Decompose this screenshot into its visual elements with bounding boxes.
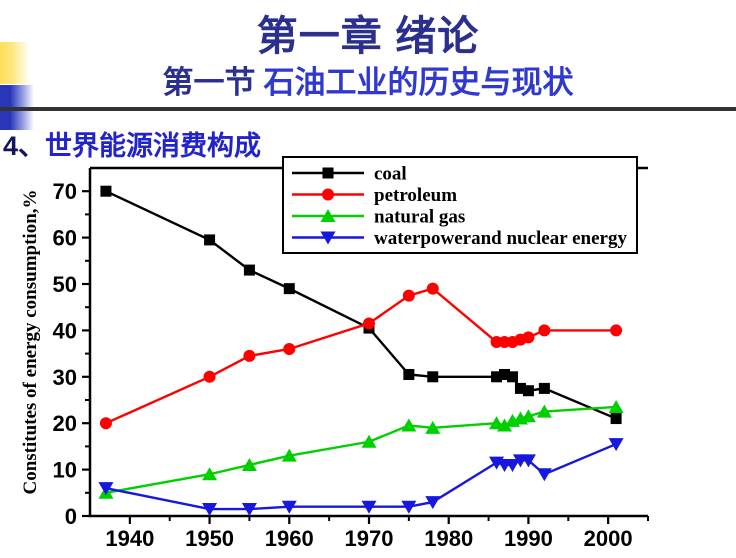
legend-item-coal: coal [292, 164, 407, 185]
slide-subtitle: 第一节 石油工业的历史与现状 [0, 57, 736, 102]
legend-item-waterpowerand-nuclear-energy: waterpowerand nuclear energy [292, 228, 627, 249]
legend-item-petroleum: petroleum [292, 185, 457, 206]
y-tick-label: 60 [53, 226, 77, 251]
legend-label: waterpowerand nuclear energy [374, 228, 627, 249]
x-tick-label: 1940 [105, 526, 154, 551]
x-tick-label: 2000 [584, 526, 633, 551]
y-tick-label: 20 [53, 411, 77, 436]
y-tick-label: 40 [53, 318, 77, 343]
x-tick-label: 1990 [504, 526, 553, 551]
divider-line [0, 107, 736, 111]
x-tick-label: 1970 [345, 526, 394, 551]
y-axis: 0 10 20 30 40 50 60 70 [53, 179, 90, 529]
x-axis: 1940 1950 1960 1970 1980 1990 2000 [105, 516, 649, 551]
energy-consumption-chart: 1940 1950 1960 1970 1980 1990 2000 0 10 20 30 40 50 6… [20, 156, 649, 551]
section-heading-text: 世界能源消费构成 [45, 131, 262, 161]
legend-label: petroleum [374, 185, 457, 206]
subtitle-section-text: 石油工业的历史与现状 [263, 65, 574, 100]
y-tick-label: 70 [53, 179, 77, 204]
series-petroleum [99, 282, 623, 430]
y-tick-label: 50 [53, 272, 77, 297]
section-heading: 4、世界能源消费构成 [3, 124, 261, 163]
series-waterpowerand-nuclear-energy [98, 438, 624, 517]
x-tick-label: 1960 [265, 526, 314, 551]
legend-label: natural gas [374, 207, 465, 228]
subtitle-section-number: 第一节 [162, 65, 256, 100]
y-axis-title: Constitutes of energy consumption,% [20, 189, 41, 494]
decoration-yellow-bar [0, 42, 30, 84]
series-natural-gas [98, 399, 624, 499]
y-tick-label: 30 [53, 365, 77, 390]
x-tick-label: 1950 [185, 526, 234, 551]
slide-title: 第一章 绪论 [256, 13, 480, 59]
legend-item-natural-gas: natural gas [292, 207, 465, 228]
y-tick-label: 10 [53, 458, 77, 483]
legend-label: coal [374, 164, 407, 185]
section-heading-number: 4、 [3, 131, 46, 161]
x-tick-label: 1980 [424, 526, 473, 551]
series-coal [100, 185, 622, 425]
y-tick-label: 0 [65, 504, 77, 529]
